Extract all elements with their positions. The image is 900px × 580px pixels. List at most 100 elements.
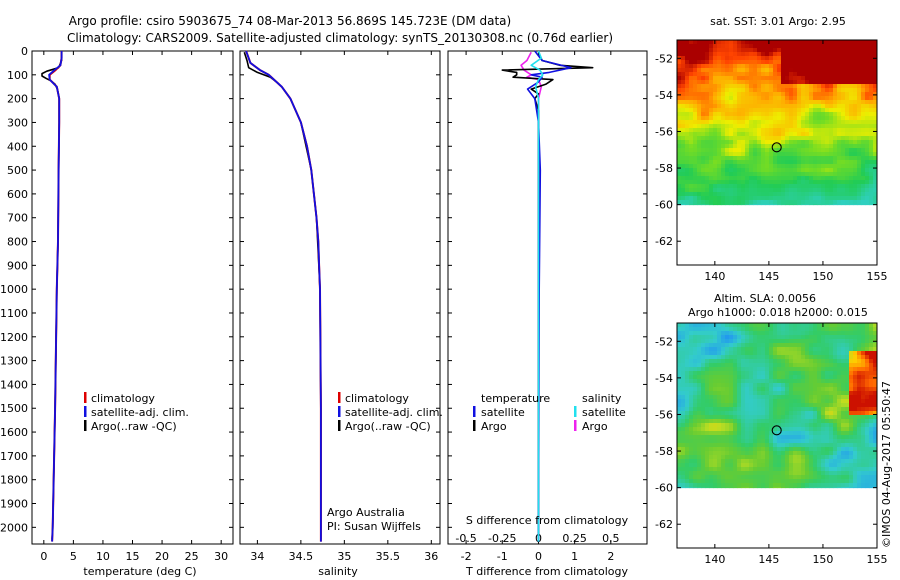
map-cell	[789, 359, 794, 364]
map-cell	[681, 48, 686, 53]
map-cell	[793, 419, 798, 424]
map-cell	[853, 331, 858, 336]
map-cell	[833, 375, 838, 380]
map-cell	[813, 132, 818, 137]
map-cell	[873, 132, 878, 137]
map-cell	[853, 104, 858, 109]
map-cell	[813, 427, 818, 432]
map-cell	[725, 148, 730, 153]
map-cell	[733, 435, 738, 440]
map-cell	[737, 156, 742, 161]
map-cell	[749, 347, 754, 352]
map-cell	[761, 60, 766, 65]
map-cell	[773, 100, 778, 105]
map-cell	[833, 72, 838, 77]
map-cell	[757, 140, 762, 145]
map-cell	[805, 395, 810, 400]
map-cell	[825, 451, 830, 456]
map-cell	[865, 323, 870, 328]
map-cell	[745, 471, 750, 476]
map-cell	[741, 435, 746, 440]
map-cell	[805, 419, 810, 424]
map-cell	[833, 88, 838, 93]
map-frame	[676, 322, 878, 549]
map-cell	[773, 132, 778, 137]
map-cell	[865, 148, 870, 153]
map-cell	[765, 152, 770, 157]
map-cell	[857, 88, 862, 93]
map-cell	[841, 399, 846, 404]
map-cell	[813, 100, 818, 105]
map-cell	[849, 415, 854, 420]
map-cell	[785, 399, 790, 404]
map-cell	[821, 459, 826, 464]
map-cell	[845, 407, 850, 412]
map-cell	[861, 471, 866, 476]
map-cell	[781, 92, 786, 97]
map-cell	[865, 164, 870, 169]
map-cell	[685, 443, 690, 448]
map-cell	[809, 323, 814, 328]
map-cell	[713, 383, 718, 388]
map-cell	[837, 68, 842, 73]
map-cell	[809, 431, 814, 436]
map-cell	[785, 88, 790, 93]
map-cell	[781, 196, 786, 201]
map-cell	[721, 176, 726, 181]
map-cell	[809, 451, 814, 456]
map-cell	[749, 180, 754, 185]
map-cell	[681, 379, 686, 384]
map-cell	[857, 479, 862, 484]
map-cell	[685, 136, 690, 141]
map-cell	[809, 112, 814, 117]
map-cell	[729, 56, 734, 61]
map-cell	[873, 160, 878, 165]
map-cell	[753, 164, 758, 169]
map-cell	[733, 327, 738, 332]
map-cell	[761, 399, 766, 404]
map-cell	[721, 411, 726, 416]
map-cell	[745, 351, 750, 356]
map-cell	[749, 112, 754, 117]
map-cell	[769, 148, 774, 153]
map-cell	[805, 72, 810, 77]
map-cell	[849, 108, 854, 113]
map-cell	[793, 387, 798, 392]
map-cell	[737, 483, 742, 488]
map-cell	[829, 84, 834, 89]
map-cell	[793, 148, 798, 153]
map-cell	[869, 160, 874, 165]
map-cell	[789, 475, 794, 480]
map-cell	[857, 443, 862, 448]
map-cell	[709, 172, 714, 177]
map-cell	[741, 363, 746, 368]
map-cell	[737, 435, 742, 440]
map-cell	[785, 104, 790, 109]
map-cell	[873, 479, 878, 484]
map-cell	[725, 180, 730, 185]
map-cell	[677, 471, 682, 476]
map-cell	[693, 443, 698, 448]
map-cell	[869, 192, 874, 197]
map-cell	[809, 407, 814, 412]
map-cell	[681, 427, 686, 432]
map-cell	[721, 108, 726, 113]
map-cell	[833, 359, 838, 364]
map-cell	[677, 343, 682, 348]
map-cell	[869, 467, 874, 472]
map-cell	[761, 144, 766, 149]
map-cell	[737, 379, 742, 384]
map-cell	[789, 44, 794, 49]
map-cell	[729, 192, 734, 197]
map-cell	[841, 180, 846, 185]
map-cell	[749, 471, 754, 476]
map-cell	[781, 72, 786, 77]
map-cell	[725, 487, 730, 489]
map-cell	[693, 387, 698, 392]
map-cell	[829, 367, 834, 372]
map-cell	[745, 132, 750, 137]
map-cell	[825, 371, 830, 376]
map-cell	[781, 164, 786, 169]
map-cell	[821, 487, 826, 489]
map-cell	[797, 487, 802, 489]
